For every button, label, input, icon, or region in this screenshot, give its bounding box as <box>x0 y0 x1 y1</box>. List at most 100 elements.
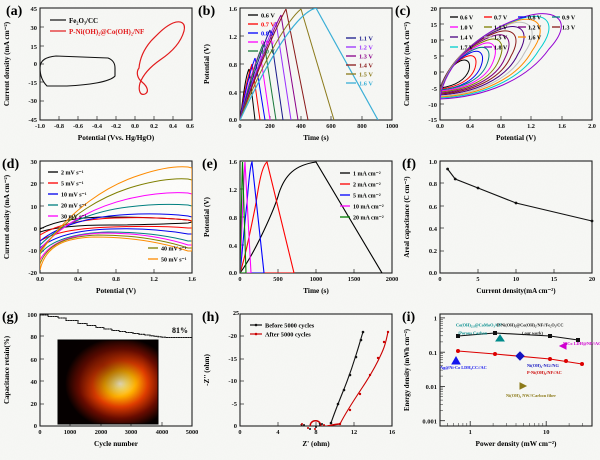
svg-text:1.2 V: 1.2 V <box>359 45 373 52</box>
svg-text:( our work): ( our work) <box>522 331 543 336</box>
svg-text:Time (s): Time (s) <box>303 133 329 142</box>
svg-text:40 mV s⁻¹: 40 mV s⁻¹ <box>161 246 187 252</box>
svg-text:0.1: 0.1 <box>429 350 437 357</box>
svg-text:20 mV s⁻¹: 20 mV s⁻¹ <box>61 203 87 209</box>
svg-text:30: 30 <box>31 159 38 166</box>
svg-text:0: 0 <box>34 61 37 68</box>
svg-text:200: 200 <box>265 123 274 130</box>
svg-text:P-Ni(OH)₂@Co(OH)₂/NF: P-Ni(OH)₂@Co(OH)₂/NF <box>69 28 144 36</box>
svg-text:0.8: 0.8 <box>497 123 505 130</box>
svg-text:-10: -10 <box>28 248 37 255</box>
svg-text:Fe₂O₃/CC: Fe₂O₃/CC <box>69 17 98 25</box>
svg-text:-0.8: -0.8 <box>54 123 64 130</box>
svg-text:1: 1 <box>434 316 437 323</box>
svg-text:0.9 V: 0.9 V <box>261 40 275 47</box>
svg-text:1.2: 1.2 <box>527 123 535 130</box>
svg-text:0: 0 <box>434 70 437 77</box>
svg-text:3000: 3000 <box>125 429 138 436</box>
svg-text:1000: 1000 <box>386 123 399 130</box>
svg-text:Areal capacitance (C cm⁻²): Areal capacitance (C cm⁻²) <box>403 176 411 258</box>
svg-text:1.4 V: 1.4 V <box>460 35 474 41</box>
svg-text:15: 15 <box>31 44 38 51</box>
svg-text:20: 20 <box>31 401 38 408</box>
svg-text:-15: -15 <box>28 80 37 87</box>
svg-text:Z' (ohm): Z' (ohm) <box>302 439 330 448</box>
svg-text:Ag@Ni-Co LDH₅CC//AC: Ag@Ni-Co LDH₅CC//AC <box>440 365 487 370</box>
svg-text:25: 25 <box>233 311 239 317</box>
svg-text:(b): (b) <box>198 4 215 19</box>
svg-text:0.8: 0.8 <box>229 215 238 222</box>
svg-text:1.5 V: 1.5 V <box>494 35 508 41</box>
svg-text:1.6: 1.6 <box>229 6 238 13</box>
svg-text:0.8: 0.8 <box>229 62 238 69</box>
svg-text:(f): (f) <box>402 157 416 172</box>
svg-text:15: 15 <box>551 276 557 283</box>
svg-text:5: 5 <box>476 276 479 283</box>
svg-text:10: 10 <box>31 204 38 211</box>
svg-text:0.0: 0.0 <box>131 123 139 130</box>
svg-text:10 mA cm⁻²: 10 mA cm⁻² <box>353 204 384 210</box>
svg-text:0.001: 0.001 <box>422 418 437 425</box>
svg-text:1.3 V: 1.3 V <box>359 54 373 61</box>
svg-text:400: 400 <box>296 123 305 130</box>
svg-text:Power density (mW cm⁻²): Power density (mW cm⁻²) <box>476 439 558 448</box>
svg-text:-5: -5 <box>232 401 238 408</box>
svg-text:Potential (V): Potential (V) <box>202 43 211 83</box>
svg-text:50 mV s⁻¹: 50 mV s⁻¹ <box>161 257 187 263</box>
svg-text:4000: 4000 <box>156 429 169 436</box>
svg-text:0: 0 <box>234 423 237 430</box>
svg-text:0.8: 0.8 <box>429 181 438 188</box>
svg-text:15: 15 <box>431 22 438 29</box>
svg-text:-1.0: -1.0 <box>35 123 45 130</box>
svg-text:-0.6: -0.6 <box>73 123 83 130</box>
svg-text:0.8 V: 0.8 V <box>528 15 542 21</box>
svg-text:0.7 V: 0.7 V <box>494 15 508 21</box>
svg-text:20: 20 <box>589 276 595 283</box>
svg-text:Potential (V): Potential (V) <box>96 286 136 295</box>
svg-text:1.2 V: 1.2 V <box>528 25 542 31</box>
svg-text:0.0: 0.0 <box>436 123 444 130</box>
svg-text:8: 8 <box>314 429 317 436</box>
svg-text:1.4 V: 1.4 V <box>359 63 373 70</box>
svg-text:0.4: 0.4 <box>229 90 238 97</box>
svg-text:30 mV s⁻¹: 30 mV s⁻¹ <box>61 214 87 220</box>
svg-text:0.0: 0.0 <box>36 276 44 283</box>
svg-text:30: 30 <box>31 25 38 32</box>
svg-text:-Z'' (ohm): -Z'' (ohm) <box>202 354 211 386</box>
svg-text:-30: -30 <box>28 98 37 105</box>
svg-text:10: 10 <box>513 276 519 283</box>
svg-text:20: 20 <box>31 181 38 188</box>
svg-text:​/Porous Carbon: ​/Porous Carbon <box>457 331 488 336</box>
svg-text:10 mV s⁻¹: 10 mV s⁻¹ <box>61 192 87 198</box>
svg-text:-15: -15 <box>228 356 237 363</box>
svg-text:Potential (V): Potential (V) <box>202 196 211 236</box>
svg-text:Current density (mA cm⁻²): Current density (mA cm⁻²) <box>2 174 11 259</box>
svg-text:1000: 1000 <box>64 429 77 436</box>
svg-text:1.8 V: 1.8 V <box>494 45 508 51</box>
svg-text:Capacitance retain(%): Capacitance retain(%) <box>3 335 11 404</box>
svg-text:800: 800 <box>357 123 366 130</box>
svg-text:20: 20 <box>431 6 438 13</box>
svg-text:1.0 V: 1.0 V <box>261 49 275 56</box>
svg-text:60: 60 <box>31 357 38 364</box>
svg-text:Energy density (mWh cm⁻²): Energy density (mWh cm⁻²) <box>404 329 411 411</box>
svg-text:After 5000 cycles: After 5000 cycles <box>265 331 311 338</box>
svg-text:Potential (V): Potential (V) <box>496 133 536 142</box>
svg-text:5000: 5000 <box>186 429 199 436</box>
svg-text:-5: -5 <box>432 86 438 93</box>
svg-text:0: 0 <box>34 226 37 233</box>
svg-text:100: 100 <box>27 312 37 319</box>
svg-text:10: 10 <box>543 429 550 436</box>
svg-text:0.6: 0.6 <box>186 123 194 130</box>
svg-text:0.9 V: 0.9 V <box>562 15 576 21</box>
svg-text:0.4: 0.4 <box>229 243 238 250</box>
svg-text:(e): (e) <box>202 157 218 172</box>
svg-text:0.0: 0.0 <box>229 117 237 124</box>
svg-text:0.8 V: 0.8 V <box>261 31 275 38</box>
svg-text:1.6: 1.6 <box>558 123 566 130</box>
svg-text:NiCo LDH@NF//AC: NiCo LDH@NF//AC <box>563 341 600 346</box>
svg-text:-10: -10 <box>428 102 437 109</box>
svg-text:1.3 V: 1.3 V <box>562 25 576 31</box>
svg-text:500: 500 <box>273 276 282 283</box>
svg-text:2000: 2000 <box>386 276 399 283</box>
